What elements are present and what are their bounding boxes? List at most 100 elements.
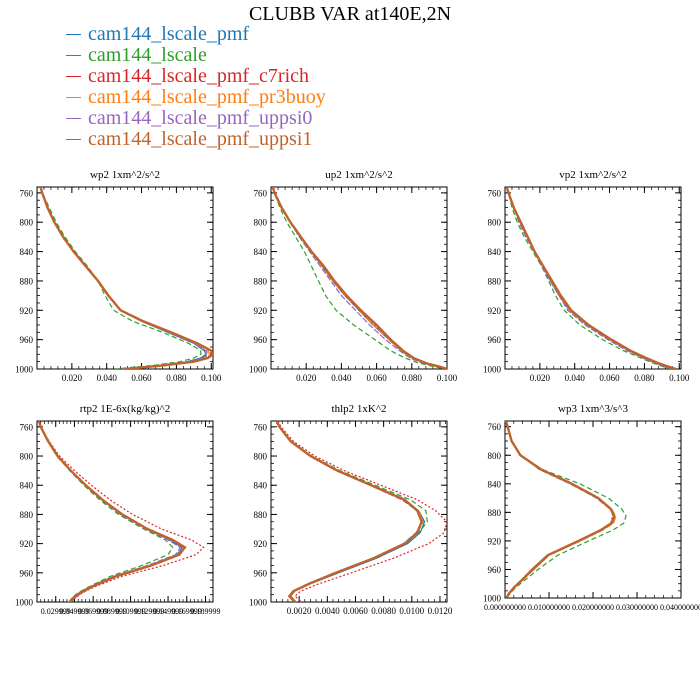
- panel-1: up2 1xm^2/s^2 760 800 840 880 920 960 1000 0.020…: [249, 169, 458, 383]
- x-tick-label: 0.010000000: [528, 603, 570, 612]
- y-tick-label: 960: [488, 565, 502, 575]
- panel-0: wp2 1xm^2/s^2 760 800 840 880 920 960 1000 0.020…: [15, 169, 222, 383]
- legend-swatch: [66, 34, 81, 35]
- y-tick-label: 760: [20, 422, 34, 432]
- y-tick-label: 880: [488, 508, 502, 518]
- series-line: [506, 187, 675, 369]
- plot-frame: [36, 186, 214, 370]
- y-tick-label: 800: [254, 452, 268, 462]
- series-line: [506, 187, 673, 369]
- series-line: [505, 421, 617, 598]
- legend-label: cam144_lscale_pmf_uppsi1: [88, 128, 313, 150]
- series-line: [272, 187, 446, 369]
- series-line: [38, 421, 182, 602]
- plot-frame: [270, 420, 448, 603]
- series-line: [38, 421, 205, 602]
- legend-item: cam144_lscale_pmf_uppsi1: [66, 128, 326, 150]
- series-line: [38, 421, 174, 602]
- y-tick-label: 880: [20, 276, 34, 286]
- y-tick-label: 960: [254, 568, 268, 578]
- y-tick-label: 1000: [483, 365, 502, 375]
- series-line: [277, 421, 447, 602]
- y-tick-label: 800: [20, 452, 34, 462]
- y-tick-label: 800: [488, 218, 502, 228]
- x-tick-label: 0.020: [530, 373, 551, 383]
- y-tick-label: 920: [488, 306, 502, 316]
- x-tick-label: 0.080: [402, 373, 423, 383]
- y-tick-label: 840: [20, 247, 34, 257]
- y-tick-label: 840: [254, 481, 268, 491]
- panel-title: up2 1xm^2/s^2: [325, 169, 392, 181]
- x-tick-label: 0.129999: [134, 607, 164, 616]
- y-tick-label: 760: [488, 188, 502, 198]
- series-line: [506, 187, 671, 369]
- page-title: CLUBB VAR at140E,2N: [248, 3, 452, 25]
- y-tick-label: 800: [488, 451, 502, 461]
- x-tick-label: 0.0100: [399, 606, 424, 616]
- x-tick-label: 0.040000000: [660, 603, 700, 612]
- y-tick-label: 880: [254, 510, 268, 520]
- panel-5: wp3 1xm^3/s^3 760 800 840 880 920 960 10000.000…: [483, 403, 700, 612]
- panel-title: wp3 1xm^3/s^3: [558, 403, 628, 415]
- x-tick-label: 0.040: [97, 373, 118, 383]
- x-tick-label: 0.0080: [371, 606, 396, 616]
- y-tick-label: 800: [254, 218, 268, 228]
- series-line: [272, 187, 447, 369]
- y-tick-label: 840: [20, 481, 34, 491]
- legend-item: cam144_lscale_pmf_uppsi0: [66, 107, 326, 129]
- series-line: [37, 421, 187, 602]
- y-tick-label: 760: [254, 422, 268, 432]
- plot-frame: [270, 186, 448, 370]
- series-line: [505, 421, 614, 598]
- y-tick-label: 920: [20, 539, 34, 549]
- x-tick-label: 0.100: [669, 373, 690, 383]
- legend-swatch: [66, 97, 81, 98]
- legend-item: cam144_lscale_pmf_c7rich: [66, 65, 326, 87]
- series-line: [271, 187, 447, 369]
- y-tick-label: 920: [254, 539, 268, 549]
- x-tick-label: 0.020: [296, 373, 317, 383]
- y-tick-label: 920: [20, 306, 34, 316]
- series-line: [505, 421, 615, 598]
- legend: cam144_lscale_pmf cam144_lscale cam144_lsc…: [66, 23, 326, 150]
- panel-2: vp2 1xm^2/s^2 760 800 840 880 920 960 1000 0.020…: [483, 169, 690, 383]
- y-tick-label: 1000: [15, 365, 34, 375]
- y-tick-label: 840: [488, 247, 502, 257]
- series-line: [505, 187, 677, 369]
- legend-item: cam144_lscale_pmf: [66, 23, 326, 45]
- series-line: [38, 421, 183, 602]
- y-tick-label: 880: [254, 276, 268, 286]
- legend-swatch: [66, 76, 81, 77]
- series-line: [39, 187, 211, 369]
- plot-frame: [36, 420, 214, 603]
- panel-title: thlp2 1xK^2: [332, 403, 387, 415]
- series-line: [39, 187, 213, 369]
- series-line: [39, 187, 213, 369]
- x-tick-label: 0.030000000: [616, 603, 658, 612]
- series-line: [275, 421, 423, 602]
- x-tick-label: 0.049999: [59, 607, 89, 616]
- x-tick-label: 0.0040: [315, 606, 340, 616]
- legend-label: cam144_lscale: [88, 44, 207, 66]
- legend-label: cam144_lscale_pmf: [88, 23, 250, 45]
- series-line: [506, 187, 676, 369]
- legend-swatch: [66, 139, 81, 140]
- x-tick-label: 0.100: [201, 373, 222, 383]
- y-tick-label: 840: [488, 479, 502, 489]
- x-tick-label: 0.189999: [191, 607, 221, 616]
- legend-swatch: [66, 55, 81, 56]
- series-line: [505, 421, 616, 598]
- x-tick-label: 0.020000000: [572, 603, 614, 612]
- x-tick-label: 0.000000000: [484, 603, 526, 612]
- y-tick-label: 800: [20, 218, 34, 228]
- x-tick-label: 0.089999: [97, 607, 127, 616]
- legend-label: cam144_lscale_pmf_pr3buoy: [88, 86, 326, 108]
- y-tick-label: 1000: [249, 598, 268, 608]
- panel-title: rtp2 1E-6x(kg/kg)^2: [80, 403, 170, 415]
- x-tick-label: 0.080: [634, 373, 655, 383]
- y-tick-label: 760: [254, 188, 268, 198]
- series-line: [272, 187, 447, 369]
- x-tick-label: 0.029999: [41, 607, 71, 616]
- panel-3: rtp2 1E-6x(kg/kg)^2 760 800 840 880 920 960 100…: [15, 403, 221, 616]
